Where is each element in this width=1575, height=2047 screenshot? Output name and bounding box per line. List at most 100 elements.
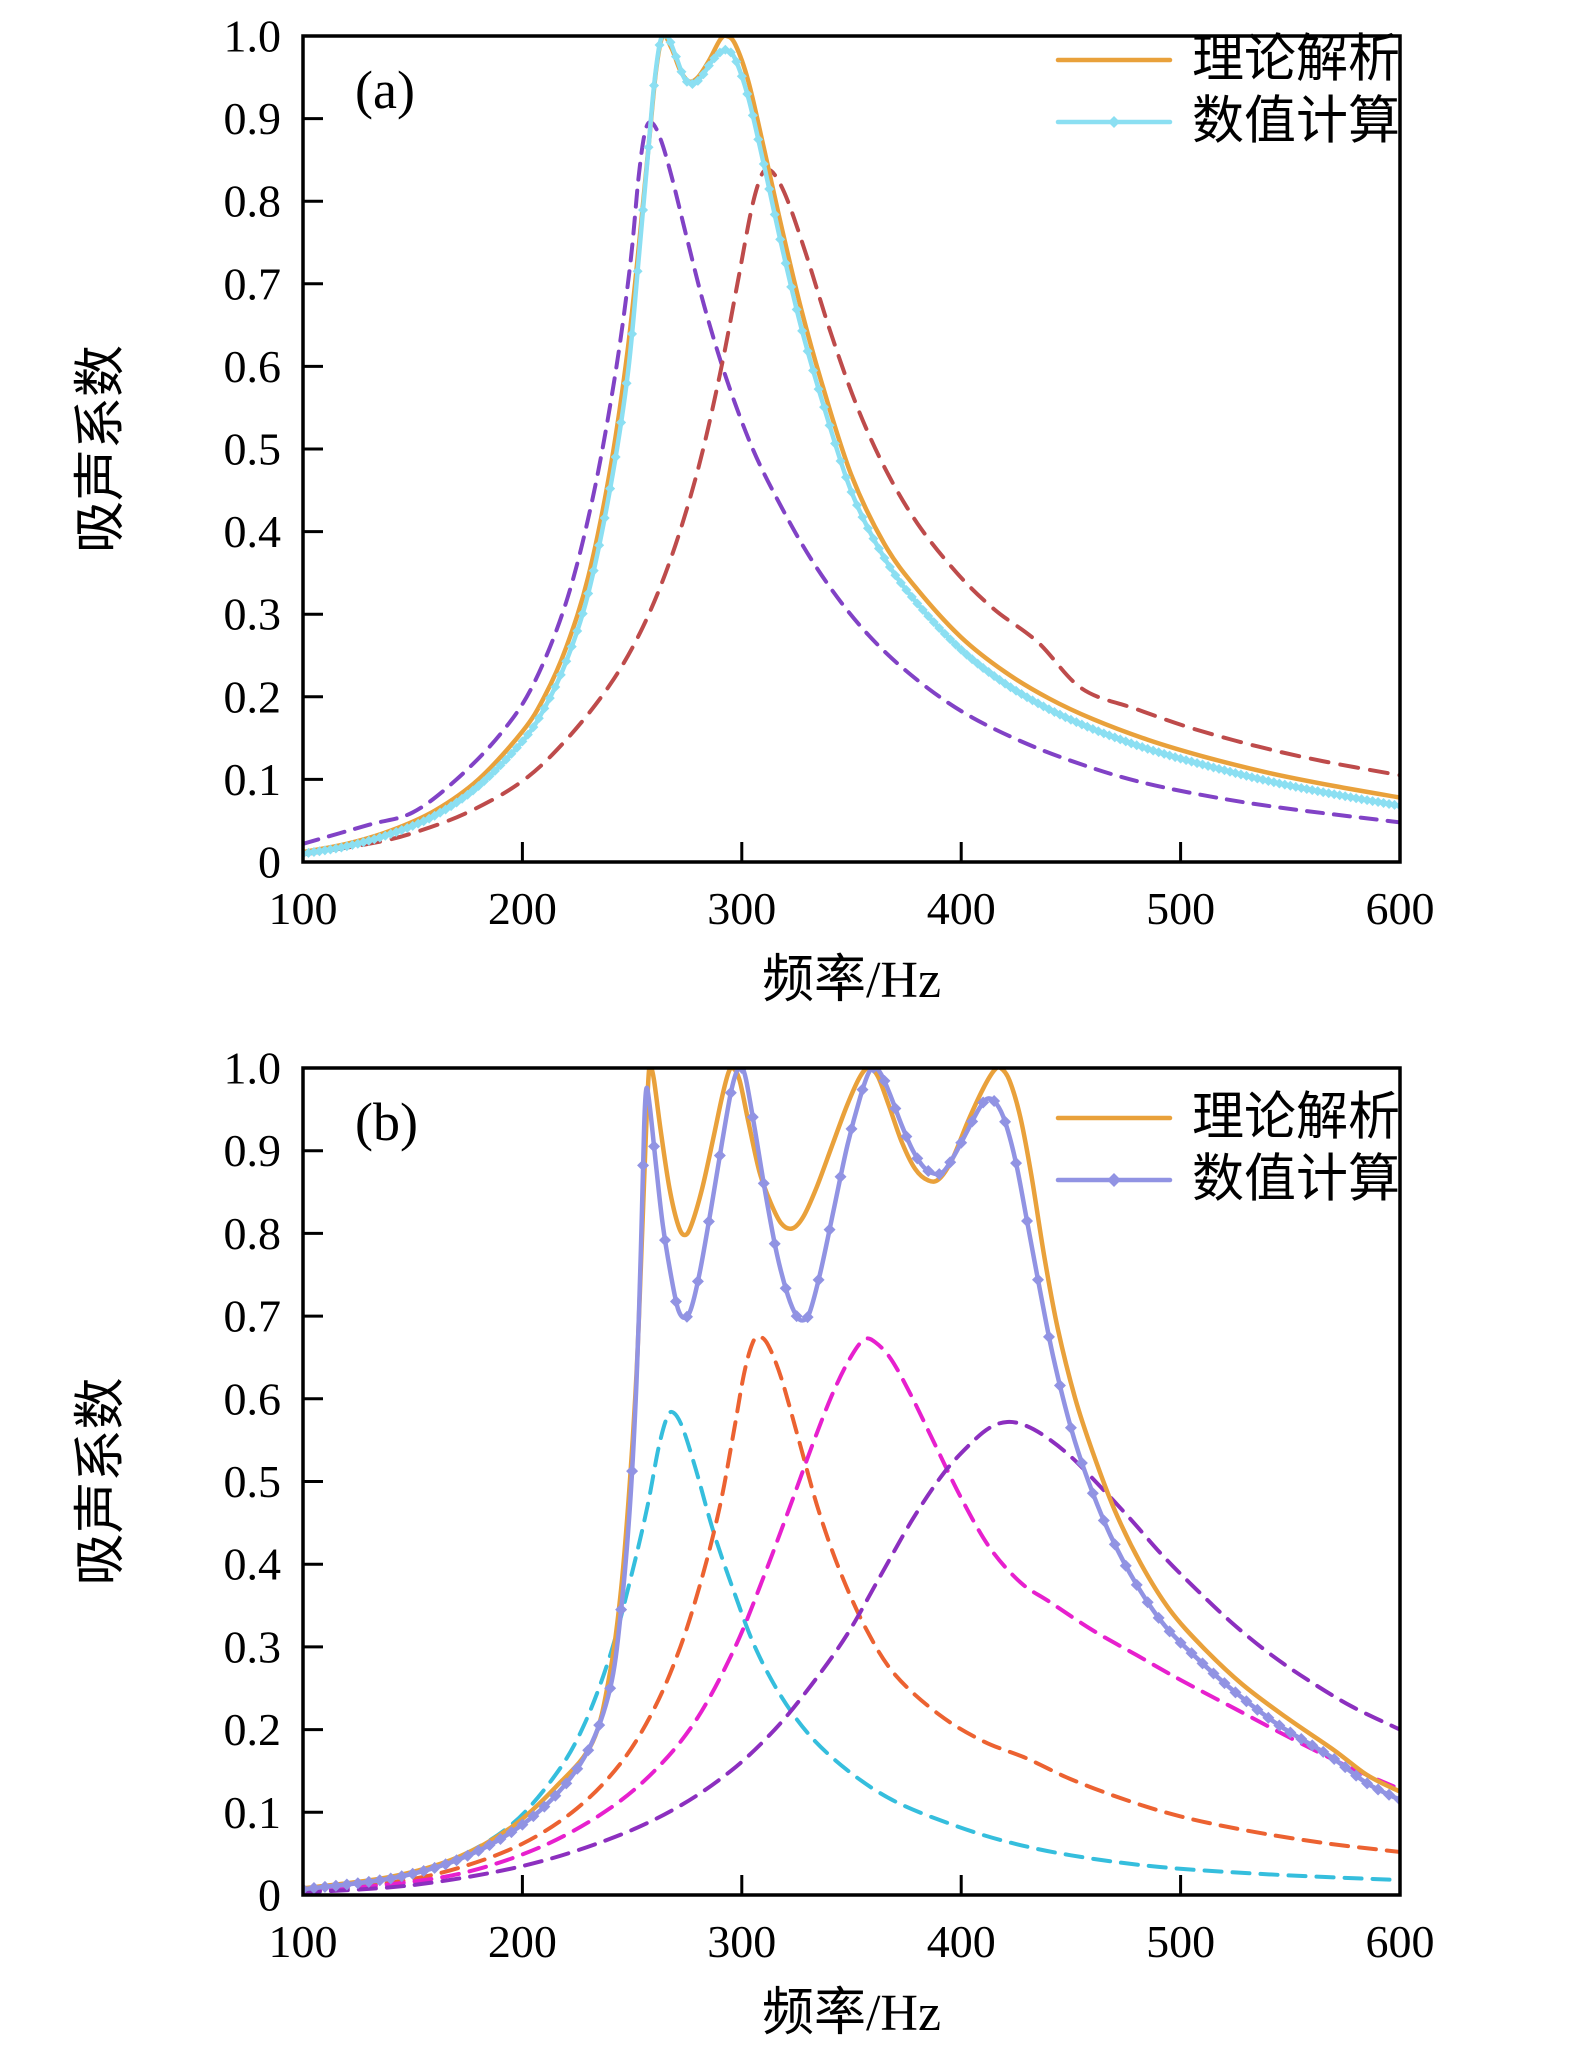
data-point-marker [406, 1867, 419, 1880]
x-tick-label: 300 [707, 883, 776, 934]
data-point-marker [522, 729, 533, 740]
data-point-marker [571, 1762, 584, 1775]
legend-label: 数值计算 [1192, 1152, 1400, 1209]
data-point-marker [802, 346, 813, 357]
data-point-marker [1086, 1487, 1099, 1500]
data-point-marker [1295, 1732, 1308, 1745]
data-point-marker [955, 1136, 968, 1149]
data-point-marker [1010, 1157, 1023, 1170]
numerical-curve-markers [303, 36, 1400, 859]
data-point-marker [764, 184, 775, 195]
data-point-marker [945, 634, 956, 645]
x-tick-label: 500 [1146, 1916, 1215, 1967]
x-tick-label: 400 [927, 883, 996, 934]
y-tick-label: 0.2 [224, 671, 282, 722]
data-point-marker [1185, 1647, 1198, 1660]
legend-label: 数值计算 [1192, 94, 1400, 151]
y-tick-label: 0.6 [224, 341, 282, 392]
y-axis-label: 吸声系数 [73, 1377, 130, 1585]
resonator-1-dashed [303, 1409, 1400, 1893]
data-point-marker [1064, 1421, 1077, 1434]
data-point-marker [878, 1074, 891, 1087]
data-point-marker [966, 1115, 979, 1128]
data-point-marker [604, 1682, 617, 1695]
data-point-marker [900, 1130, 913, 1143]
x-axis-label: 频率/Hz [762, 952, 941, 1009]
data-point-marker [742, 88, 753, 99]
data-point-marker [610, 452, 621, 463]
data-point-marker [944, 1156, 957, 1169]
data-point-marker [961, 649, 972, 660]
data-point-marker [797, 325, 808, 336]
data-point-marker [461, 1849, 474, 1862]
data-point-marker [862, 523, 873, 534]
data-point-marker [632, 266, 643, 277]
data-point-marker [517, 736, 528, 747]
data-point-marker [627, 328, 638, 339]
y-tick-label: 0.1 [224, 1787, 282, 1838]
y-tick-label: 1.0 [224, 11, 282, 62]
data-point-marker [605, 483, 616, 494]
data-point-marker [550, 681, 561, 692]
chart-b-canvas: 100 200 300 400 500 600 0 0.1 0.2 0.3 0.4 0.5 0.6 0.7… [73, 1043, 1435, 2043]
data-point-marker [922, 1164, 935, 1177]
x-axis-label: 频率/Hz [762, 1985, 941, 2042]
y-tick-label: 0.4 [224, 1539, 282, 1590]
data-point-marker [1284, 1726, 1297, 1739]
data-point-marker [757, 1177, 770, 1190]
data-point-marker [561, 656, 572, 667]
data-point-marker [934, 623, 945, 634]
legend-label: 理论解析 [1192, 1090, 1400, 1147]
data-point-marker [473, 781, 484, 792]
data-point-marker [692, 75, 703, 86]
data-point-marker [318, 1880, 331, 1893]
x-tick-label: 200 [488, 1916, 557, 1967]
data-point-marker [637, 1159, 650, 1172]
x-tick-label: 400 [927, 1916, 996, 1967]
data-point-marker [1207, 1667, 1220, 1680]
y-tick-label: 0.5 [224, 424, 282, 475]
data-point-marker [841, 472, 852, 483]
data-point-marker [483, 1839, 496, 1852]
data-point-marker [868, 533, 879, 544]
chart-a: 100 200 300 400 500 600 0 0.1 0.2 0.3 0.4 0.5 0.6 0.7… [73, 11, 1435, 1010]
data-point-marker [889, 1102, 902, 1115]
data-point-marker [351, 1877, 364, 1890]
x-tick-label: 100 [269, 1916, 338, 1967]
y-tick-label: 0.8 [224, 1208, 282, 1259]
plot-frame [301, 34, 1402, 864]
resonator-1-dashed [303, 120, 1400, 846]
data-point-marker [1130, 1578, 1143, 1591]
data-point-marker [769, 209, 780, 220]
data-point-marker [753, 134, 764, 145]
data-point-marker [539, 703, 550, 714]
legend-marker-sample [1107, 1173, 1121, 1187]
data-point-marker [691, 1275, 704, 1288]
data-point-marker [495, 760, 506, 771]
data-point-marker [1372, 1783, 1385, 1796]
data-point-marker [1196, 1657, 1209, 1670]
data-point-marker [906, 591, 917, 602]
data-point-marker [1229, 1686, 1242, 1699]
data-point-marker [626, 1465, 639, 1478]
data-point-marker [511, 742, 522, 753]
data-point-marker [939, 628, 950, 639]
data-point-marker [1119, 1559, 1132, 1572]
data-point-marker [1021, 1214, 1034, 1227]
x-tick-label: 600 [1366, 883, 1435, 934]
data-point-marker [1042, 1330, 1055, 1343]
data-point-marker [1163, 1625, 1176, 1638]
data-point-marker [329, 1879, 342, 1892]
data-point-marker [594, 540, 605, 551]
data-point-marker [1075, 1457, 1088, 1470]
y-tick-label: 0 [258, 1870, 281, 1921]
data-point-marker [923, 611, 934, 622]
data-point-marker [999, 1115, 1012, 1128]
data-point-marker [1053, 1379, 1066, 1392]
data-point-marker [1016, 689, 1027, 700]
data-point-marker [1240, 1695, 1253, 1708]
x-tick-label: 100 [269, 883, 338, 934]
data-point-marker [588, 565, 599, 576]
data-point-marker [775, 234, 786, 245]
data-point-marker [500, 754, 511, 765]
